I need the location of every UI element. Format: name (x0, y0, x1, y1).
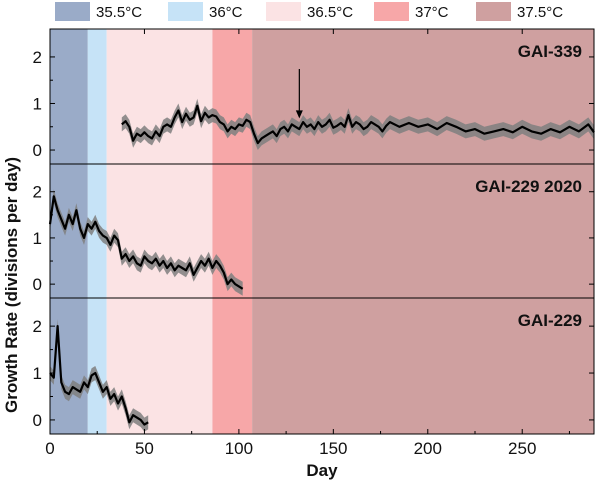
panel-0-y-tick-label-1: 1 (33, 94, 42, 113)
legend-label-4: 37.5°C (517, 4, 563, 21)
panel-1-label: GAI-229 2020 (475, 177, 582, 196)
y-axis-title: Growth Rate (divisions per day) (2, 157, 21, 413)
panel-1-series-line (48, 195, 244, 290)
x-tick-label-4: 200 (414, 439, 442, 458)
x-tick-label-2: 100 (225, 439, 253, 458)
legend-label-3: 37°C (415, 4, 449, 21)
legend: 35.5°C 36°C 36.5°C 37°C 37.5°C (55, 2, 563, 21)
x-axis: 0 50 100 150 200 250 (45, 29, 570, 458)
panel-0-y-tick-label-2: 2 (33, 48, 42, 67)
temperature-bands (50, 29, 594, 434)
panel-1-y-tick-label-2: 2 (33, 183, 42, 202)
panel-0-series-line (121, 104, 595, 145)
panel-0-label: GAI-339 (518, 42, 582, 61)
panels: 0 1 2 GAI-339 0 1 2 GAI-229 2020 0 1 2 GAI-229 (33, 28, 595, 435)
panel-2-y-tick-label-2: 2 (33, 317, 42, 336)
panel-2-frame (49, 297, 595, 435)
temperature-band-2 (106, 29, 213, 434)
panel-1: 0 1 2 GAI-229 2020 (33, 163, 595, 299)
panel-2: 0 1 2 GAI-229 (33, 297, 595, 435)
panel-2-series-line (49, 325, 149, 426)
legend-label-1: 36°C (209, 4, 243, 21)
legend-swatch-1 (168, 2, 203, 21)
panel-1-y-tick-label-1: 1 (33, 229, 42, 248)
legend-swatch-4 (476, 2, 511, 21)
panel-1-error-band (50, 189, 243, 296)
x-axis-title: Day (306, 461, 338, 480)
panel-1-y-tick-label-0: 0 (33, 275, 42, 294)
legend-label-2: 36.5°C (307, 4, 353, 21)
x-tick-label-0: 0 (45, 439, 54, 458)
legend-label-0: 35.5°C (96, 4, 142, 21)
legend-swatch-2 (266, 2, 301, 21)
legend-swatch-0 (55, 2, 90, 21)
x-tick-label-1: 50 (135, 439, 154, 458)
panel-2-y-tick-label-1: 1 (33, 364, 42, 383)
panel-2-y-tick-label-0: 0 (33, 411, 42, 430)
x-tick-label-5: 250 (508, 439, 536, 458)
panel-0-annotation-arrow-head (295, 110, 303, 119)
temperature-band-3 (212, 29, 253, 434)
x-tick-label-3: 150 (319, 439, 347, 458)
legend-swatch-3 (374, 2, 409, 21)
panel-0-y-tick-label-0: 0 (33, 141, 42, 160)
panel-0: 0 1 2 GAI-339 (33, 28, 595, 165)
temperature-band-4 (252, 29, 594, 434)
panel-2-label: GAI-229 (518, 311, 582, 330)
